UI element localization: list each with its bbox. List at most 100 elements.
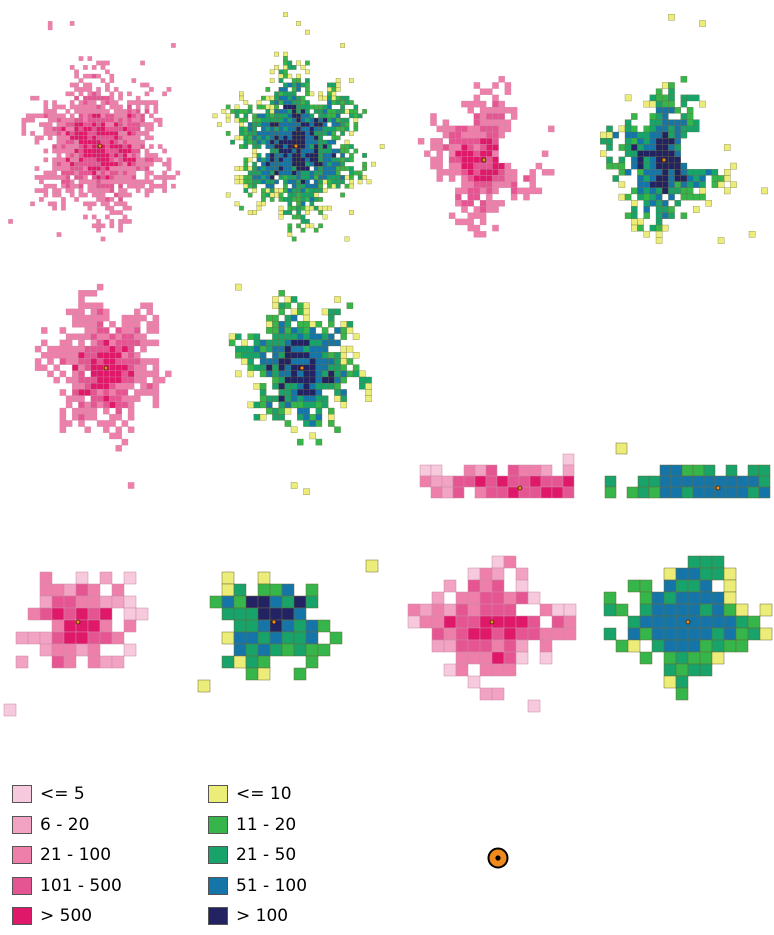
grid-cell [118,166,123,171]
grid-cell [115,339,122,347]
grid-cell [100,236,106,242]
grid-cell [43,100,49,105]
grid-cell [99,571,113,585]
grid-cell [287,175,293,180]
grid-cell [455,218,462,226]
grid-cell [291,179,297,185]
grid-cell [498,107,505,114]
grid-cell [127,104,132,110]
grid-cell [461,206,468,213]
grid-cell [91,65,97,70]
grid-cell [256,205,262,211]
grid-cell [431,627,445,641]
grid-cell [662,200,669,207]
grid-cell [75,583,89,597]
grid-cell [474,464,487,477]
grid-cell [649,113,657,120]
grid-cell [662,100,669,108]
grid-cell [257,595,271,609]
grid-cell [674,187,681,195]
grid-cell [239,109,244,114]
grid-cell [335,78,341,83]
grid-cell [290,352,298,359]
grid-cell [115,407,122,415]
grid-cell [287,131,293,136]
grid-cell [259,389,267,396]
grid-cell [603,591,617,605]
grid-cell [327,100,332,105]
grid-cell [243,157,249,163]
grid-cell [87,153,93,158]
grid-cell [492,156,499,164]
grid-cell [296,170,301,176]
grid-cell [235,345,242,353]
grid-cell [335,117,341,123]
grid-cell [313,117,319,123]
grid-cell [63,595,77,609]
grid-cell [257,583,271,597]
grid-cell [269,153,275,158]
grid-cell [239,175,244,180]
grid-cell [30,95,35,101]
grid-cell [105,109,110,114]
grid-cell [725,475,738,488]
grid-cell [663,639,677,653]
center-point-icon [271,619,277,625]
grid-cell [303,407,310,415]
grid-cell [78,395,85,402]
grid-cell [300,197,306,202]
grid-cell [278,333,285,340]
grid-cell [96,192,101,198]
grid-cell [87,135,93,141]
grid-cell [283,135,288,141]
legend-label: 51 - 100 [236,875,308,896]
grid-cell [321,383,329,390]
grid-cell [135,104,141,110]
grid-cell [83,95,88,101]
grid-cell [491,603,505,617]
grid-cell [61,157,66,163]
grid-cell [274,157,279,163]
grid-cell [455,591,469,605]
grid-cell [473,94,481,102]
grid-cell [283,51,288,57]
grid-cell [692,486,705,499]
grid-cell [604,486,617,499]
grid-cell [140,179,145,185]
grid-cell [235,370,242,378]
grid-cell [296,117,301,123]
grid-cell [56,144,62,149]
grid-cell [78,345,85,353]
grid-cell [291,131,297,136]
grid-cell [349,179,354,185]
grid-cell [649,94,657,102]
grid-cell [109,175,115,180]
grid-cell [152,376,160,384]
grid-cell [334,389,341,396]
grid-cell [507,486,520,499]
grid-cell [96,126,101,132]
grid-cell [655,231,663,238]
grid-cell [135,139,141,145]
grid-cell [473,212,481,219]
grid-cell [78,414,85,421]
grid-cell [105,175,110,180]
grid-cell [723,567,737,581]
grid-cell [127,117,132,123]
grid-cell [303,302,310,309]
grid-cell [72,314,79,322]
grid-cell [618,162,626,170]
grid-cell [687,555,701,569]
grid-cell [113,104,119,110]
grid-cell [122,109,128,114]
grid-cell [265,135,271,141]
grid-cell [655,224,663,232]
grid-cell [56,135,62,141]
grid-cell [662,94,669,102]
grid-cell [290,296,298,303]
grid-cell [431,639,445,653]
grid-cell [748,231,756,238]
grid-cell [297,327,304,334]
grid-cell [269,95,275,101]
grid-cell [52,157,57,163]
